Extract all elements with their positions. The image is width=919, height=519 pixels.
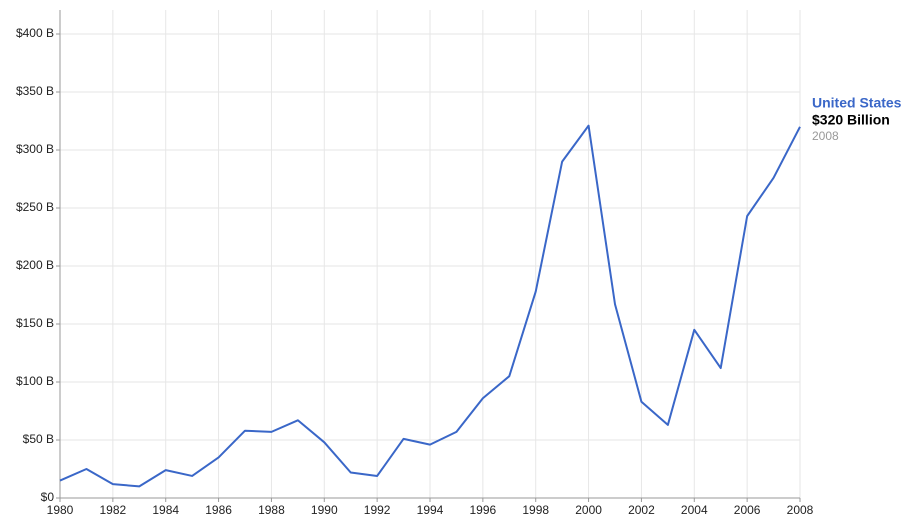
y-tick-label: $200 B: [16, 258, 54, 272]
x-tick-label: 1990: [311, 503, 338, 517]
y-tick-label: $150 B: [16, 316, 54, 330]
y-tick-label: $350 B: [16, 84, 54, 98]
y-tick-label: $300 B: [16, 142, 54, 156]
x-tick-label: 1988: [258, 503, 285, 517]
y-tick-label: $0: [41, 490, 55, 504]
x-tick-label: 2000: [575, 503, 602, 517]
y-tick-label: $250 B: [16, 200, 54, 214]
x-tick-label: 2002: [628, 503, 655, 517]
x-tick-label: 1998: [522, 503, 549, 517]
y-tick-label: $400 B: [16, 26, 54, 40]
x-tick-label: 1984: [152, 503, 179, 517]
x-tick-label: 1980: [47, 503, 74, 517]
x-tick-label: 2004: [681, 503, 708, 517]
x-tick-label: 1996: [470, 503, 497, 517]
x-tick-label: 1992: [364, 503, 391, 517]
x-tick-label: 1994: [417, 503, 444, 517]
value-annotation: $320 Billion: [812, 112, 890, 128]
series-label: United States: [812, 95, 902, 111]
x-tick-label: 2006: [734, 503, 761, 517]
line-series: [59, 124, 801, 488]
x-tick-label: 1986: [205, 503, 232, 517]
x-tick-label: 1982: [100, 503, 127, 517]
y-tick-label: $50 B: [23, 432, 54, 446]
year-annotation: 2008: [812, 129, 839, 143]
y-tick-label: $100 B: [16, 374, 54, 388]
x-tick-label: 2008: [787, 503, 814, 517]
